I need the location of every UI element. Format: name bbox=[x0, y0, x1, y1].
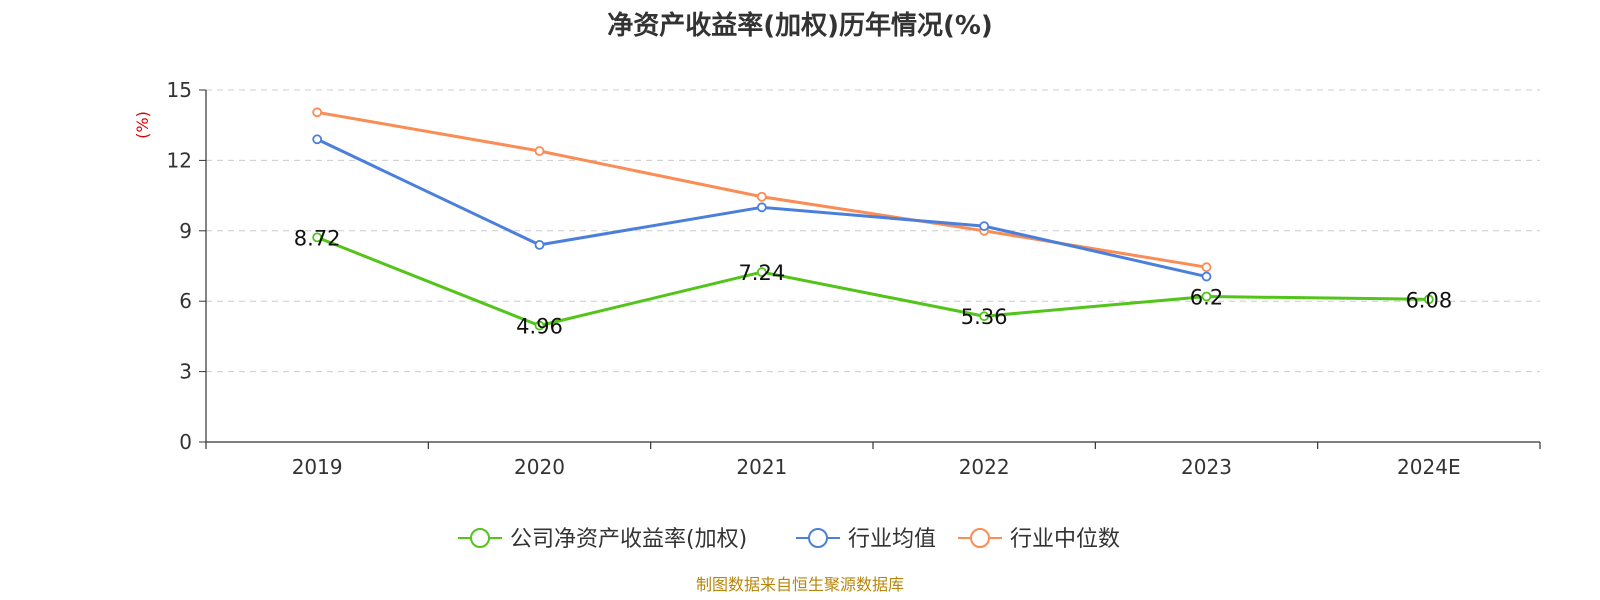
y-tick-label: 15 bbox=[167, 78, 192, 102]
legend-label: 公司净资产收益率(加权) bbox=[510, 527, 747, 552]
x-tick-label: 2020 bbox=[514, 455, 565, 479]
legend-item-2[interactable]: 行业中位数 bbox=[958, 527, 1120, 552]
data-point bbox=[312, 134, 323, 145]
x-tick-label: 2021 bbox=[736, 455, 787, 479]
data-point bbox=[534, 320, 545, 331]
data-point bbox=[756, 202, 767, 213]
data-point bbox=[312, 107, 323, 118]
data-point bbox=[534, 239, 545, 250]
y-axis-label: (%) bbox=[133, 111, 152, 139]
legend-marker-icon bbox=[970, 528, 990, 548]
y-tick-label: 0 bbox=[179, 430, 192, 454]
y-tick-label: 12 bbox=[167, 148, 192, 172]
x-tick-label: 2024E bbox=[1397, 455, 1461, 479]
y-tick-label: 9 bbox=[179, 219, 192, 243]
data-point bbox=[1201, 291, 1212, 302]
axes: 0 3 6 9 12 15 2019 2020 2021 2022 2023 2024E bbox=[167, 78, 1541, 479]
data-label: 6.08 bbox=[1405, 288, 1452, 312]
data-point bbox=[1201, 271, 1212, 282]
series-line-2 bbox=[316, 110, 1207, 269]
data-label: 8.72 bbox=[294, 226, 341, 250]
chart-title: 净资产收益率(加权)历年情况(%) bbox=[607, 10, 993, 41]
data-point bbox=[756, 191, 767, 202]
data-point bbox=[312, 232, 323, 243]
data-label: 6.2 bbox=[1190, 286, 1223, 310]
grid-lines bbox=[206, 89, 1540, 373]
x-tick-label: 2019 bbox=[292, 455, 343, 479]
series-line-0 bbox=[316, 235, 1429, 328]
legend-label: 行业均值 bbox=[848, 527, 936, 552]
legend-item-1[interactable]: 行业均值 bbox=[796, 527, 936, 552]
y-tick-label: 3 bbox=[179, 360, 192, 384]
data-label: 7.24 bbox=[738, 261, 785, 285]
legend[interactable]: 公司净资产收益率(加权) 行业均值 行业中位数 bbox=[458, 527, 1120, 552]
legend-marker-icon bbox=[808, 528, 828, 548]
source-note: 制图数据来自恒生聚源数据库 bbox=[696, 575, 904, 594]
data-label: 5.36 bbox=[961, 305, 1008, 329]
data-point bbox=[1423, 294, 1434, 305]
data-label: 4.96 bbox=[516, 315, 563, 339]
legend-marker-icon bbox=[470, 528, 490, 548]
series-layer: 8.72 4.96 7.24 5.36 6.2 6.08 bbox=[294, 107, 1452, 339]
data-point bbox=[1201, 262, 1212, 273]
data-point bbox=[979, 311, 990, 322]
data-point bbox=[534, 146, 545, 156]
x-tick-label: 2023 bbox=[1181, 455, 1232, 479]
data-point bbox=[979, 221, 990, 232]
legend-label: 行业中位数 bbox=[1010, 527, 1120, 552]
data-point bbox=[756, 267, 767, 278]
legend-item-0[interactable]: 公司净资产收益率(加权) bbox=[458, 527, 747, 552]
y-tick-label: 6 bbox=[179, 289, 192, 313]
x-tick-label: 2022 bbox=[959, 455, 1010, 479]
